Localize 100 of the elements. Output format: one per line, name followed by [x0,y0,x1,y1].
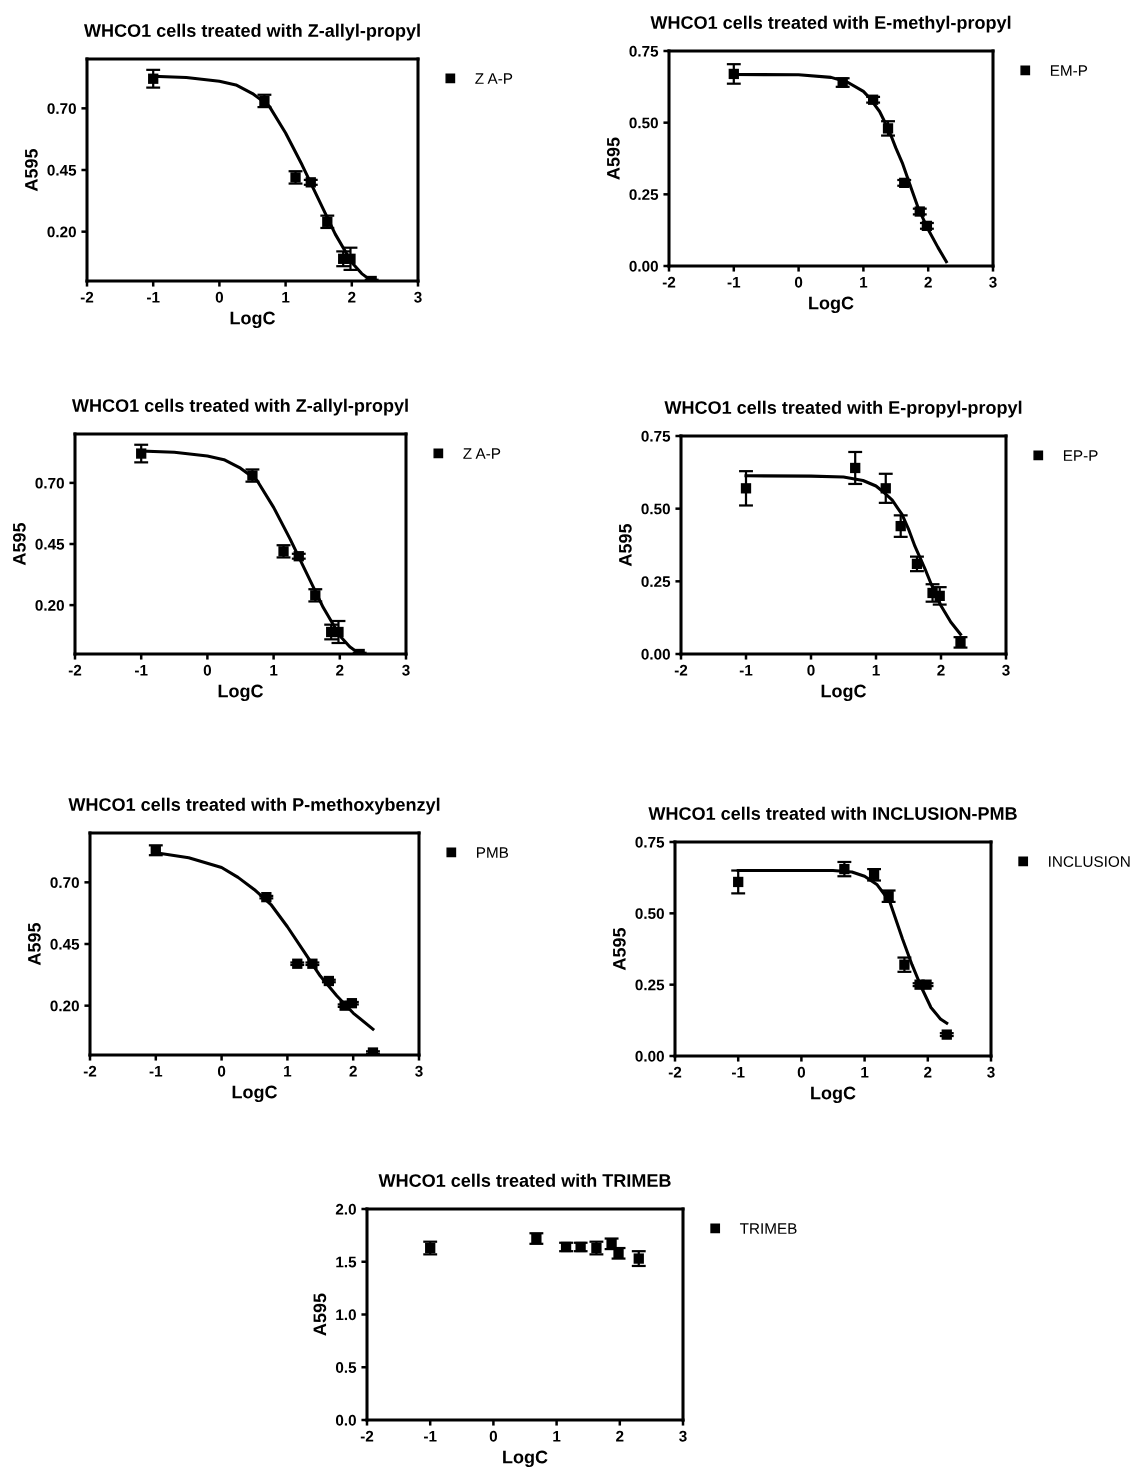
x-tick-label: 3 [402,664,410,676]
point [914,206,925,217]
point [850,462,861,474]
x-tick-label: 2 [616,1430,624,1442]
x-tick-label: 2 [348,291,356,303]
x-tick-label: 0 [797,1066,806,1078]
y-axis-title: A595 [27,922,41,966]
y-tick-label: 0.20 [35,599,64,611]
legend-label: PMB [477,847,509,858]
y-tick-label: 0.45 [35,538,65,550]
x-tick-label: 2 [349,1065,357,1077]
x-tick-label: -1 [424,1430,437,1442]
x-tick-label: 0 [203,664,212,676]
y-tick-label: 1.5 [336,1256,357,1268]
y-tick-label: 0.75 [641,430,671,442]
x-tick-label: 0 [807,664,815,676]
point [899,177,910,189]
y-tick-label: 0.75 [635,836,665,848]
y-axis-title: A595 [618,523,632,567]
chart-title: WHCO1 cells treated with E-propyl-propyl [664,400,1022,418]
x-tick-label: -2 [68,664,82,676]
x-tick-label: 2 [336,664,344,676]
legend-label: EP-P [1063,450,1098,461]
x-tick-label: 0 [217,1065,226,1077]
y-axis-title: A595 [12,522,26,566]
x-tick-label: -1 [135,664,148,676]
y-tick-label: 0.45 [50,938,80,950]
point [867,94,879,105]
legend-label: EM-P [1050,65,1088,76]
y-axis-title: A595 [612,927,626,971]
x-tick-label: 3 [987,1066,995,1078]
point [895,520,906,532]
legend-label: Z A-P [463,448,501,459]
point [728,68,739,80]
y-axis-title: A595 [313,1293,327,1336]
x-tick-label: -1 [739,664,753,676]
y-tick-label: 0.50 [641,503,670,515]
x-tick-label: 3 [989,276,997,288]
point [941,1029,952,1040]
point [733,876,744,888]
point [136,448,147,459]
y-tick-label: 0.70 [50,877,79,889]
x-tick-label: -2 [668,1066,682,1078]
y-tick-label: 0.20 [47,226,76,238]
x-axis-title: LogC [232,1085,278,1103]
y-tick-label: 0.50 [629,117,658,129]
x-tick-label: 1 [282,291,290,303]
x-axis-title: LogC [230,311,276,329]
y-tick-label: 0.25 [635,979,665,991]
point [633,1253,644,1264]
x-tick-label: 1 [860,276,868,288]
y-tick-label: 0.20 [50,1000,79,1012]
x-tick-label: -2 [662,276,676,288]
y-tick-label: 0.70 [47,103,76,115]
legend-label: Z A-P [475,73,513,84]
chart-title: WHCO1 cells treated with INCLUSION-PMB [648,806,1017,820]
y-axis-title: A595 [606,137,620,180]
x-tick-label: -1 [727,276,741,288]
point [740,483,752,494]
x-tick-label: -2 [674,664,688,676]
chart-title: WHCO1 cells treated with Z-allyl-propyl [83,23,420,41]
x-tick-label: 0 [489,1430,498,1442]
x-axis-title: LogC [503,1450,548,1468]
y-tick-label: 0.50 [635,908,664,920]
x-tick-label: 2 [924,276,932,288]
legend-label: INCLUSION [1049,856,1130,867]
y-tick-label: 0.5 [335,1362,357,1373]
x-tick-label: -2 [80,291,94,303]
x-tick-label: 1 [872,664,880,676]
x-axis-title: LogC [218,684,264,702]
x-tick-label: 1 [553,1430,561,1442]
x-axis-title: LogC [809,296,854,314]
y-tick-label: 0.25 [641,576,671,588]
x-tick-label: -1 [147,291,160,303]
x-axis-title: LogC [821,684,867,702]
chart-title: WHCO1 cells treated with E-methyl-propyl [650,15,1011,33]
y-axis-title: A595 [24,148,38,192]
x-tick-label: 3 [414,291,422,303]
x-tick-label: -2 [360,1430,374,1442]
chart-title: WHCO1 cells treated with TRIMEB [378,1173,671,1187]
chart-title: WHCO1 cells treated with Z-allyl-propyl [71,398,408,416]
x-tick-label: 1 [284,1065,292,1077]
y-tick-label: 0.45 [47,164,77,176]
x-tick-label: 0 [215,291,224,303]
x-tick-label: 3 [415,1065,423,1077]
x-tick-label: 2 [937,664,945,676]
point [921,220,933,232]
x-tick-label: -1 [149,1065,163,1077]
x-tick-label: 1 [270,664,278,676]
y-tick-label: 2.0 [335,1203,356,1215]
chart-title: WHCO1 cells treated with P-methoxybenzyl [68,797,440,815]
legend-label: TRIMEB [739,1223,797,1234]
y-tick-label: 0.0 [335,1414,356,1426]
y-tick-label: 0.00 [629,260,658,272]
y-tick-label: 0.25 [629,189,659,201]
point [880,483,891,494]
x-tick-label: 0 [794,276,803,288]
y-tick-label: 1.0 [336,1309,356,1321]
y-tick-label: 0.75 [629,45,659,57]
point [323,975,334,987]
